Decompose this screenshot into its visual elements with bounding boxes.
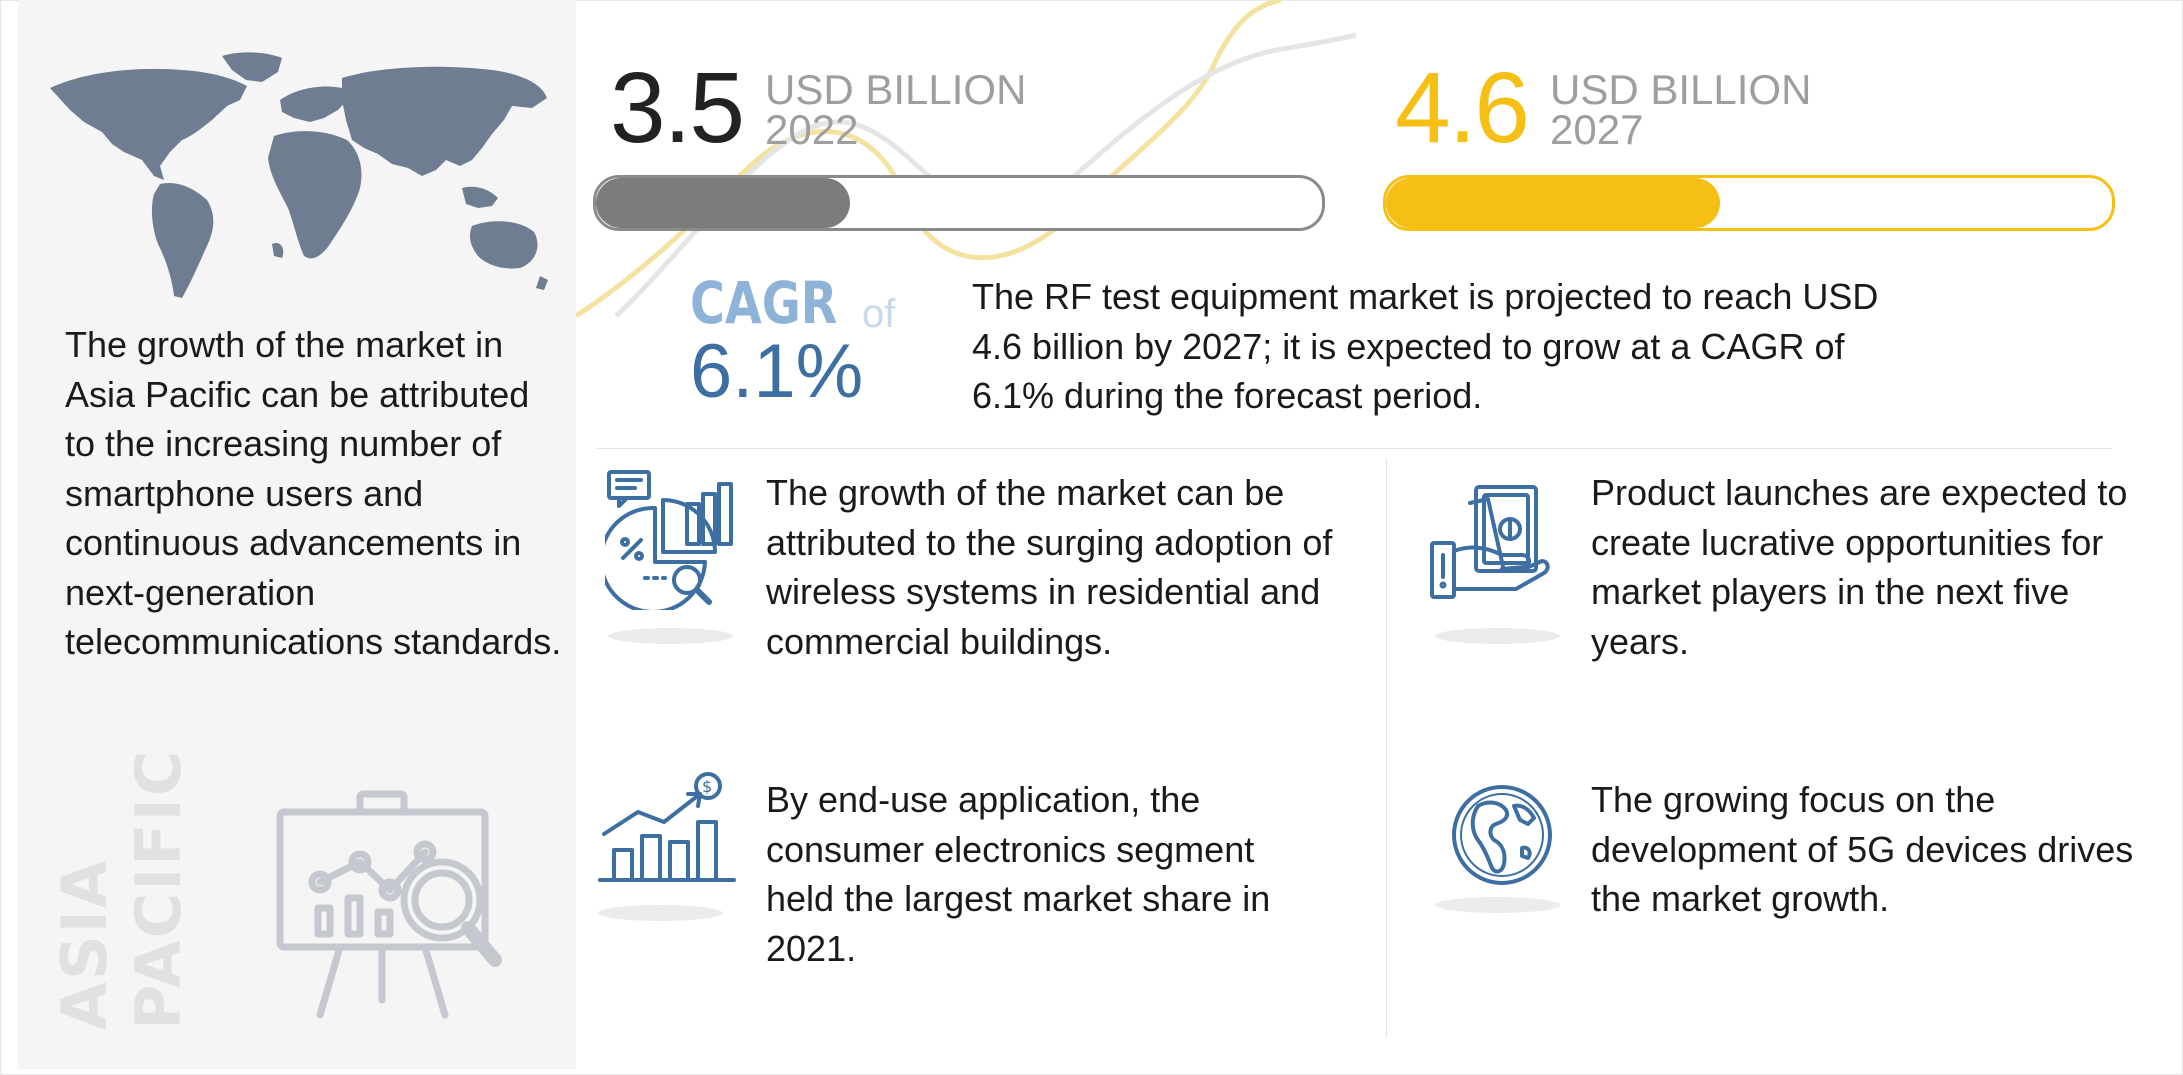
divider-horizontal [597, 448, 2112, 449]
region-description: The growth of the market in Asia Pacific… [65, 324, 562, 662]
market-bar-2022 [593, 175, 1325, 231]
market-value-2022: 3.5 [610, 52, 745, 164]
insight-text: Product launches are expected to create … [1591, 472, 2128, 662]
market-2027: 4.6 USD BILLION 2027 [1395, 58, 1811, 158]
svg-text:$: $ [702, 777, 712, 796]
icon-shadow [1435, 628, 1560, 644]
market-summary: The RF test equipment market is projecte… [972, 276, 1879, 416]
analytics-report-icon [605, 470, 733, 610]
icon-shadow [608, 628, 733, 644]
market-unit-2022: USD BILLION [765, 66, 1027, 113]
icon-shadow [1435, 897, 1560, 913]
globe-icon [1452, 785, 1552, 885]
growth-chart-icon: $ [598, 772, 736, 882]
market-year-2022: 2022 [765, 106, 859, 153]
cagr-block: CAGR of 6.1% [690, 269, 895, 414]
region-label: ASIA PACIFIC [48, 749, 196, 1030]
market-unit-2027: USD BILLION [1550, 66, 1812, 113]
money-hand-icon [1430, 485, 1550, 599]
divider-vertical [1386, 458, 1387, 1038]
market-bar-2027 [1383, 175, 2115, 231]
presentation-board-icon [276, 790, 502, 1019]
region-label-line1: ASIA [48, 858, 121, 1030]
world-map-icon [50, 52, 548, 298]
cagr-value: 6.1% [690, 329, 864, 414]
insight-text: The growth of the market can be attribut… [766, 472, 1333, 662]
market-2022: 3.5 USD BILLION 2022 [610, 58, 1026, 158]
cagr-label: CAGR [690, 269, 838, 337]
insight-text: The growing focus on the development of … [1591, 779, 2134, 919]
region-label-line2: PACIFIC [122, 748, 195, 1030]
market-year-2027: 2027 [1550, 106, 1644, 153]
cagr-of: of [862, 292, 896, 336]
market-bar-2027-fill [1386, 178, 1720, 228]
market-value-2027: 4.6 [1395, 52, 1530, 164]
icon-shadow [598, 905, 723, 921]
insight-text: By end-use application, the consumer ele… [766, 779, 1271, 969]
market-bar-2022-fill [596, 178, 851, 228]
